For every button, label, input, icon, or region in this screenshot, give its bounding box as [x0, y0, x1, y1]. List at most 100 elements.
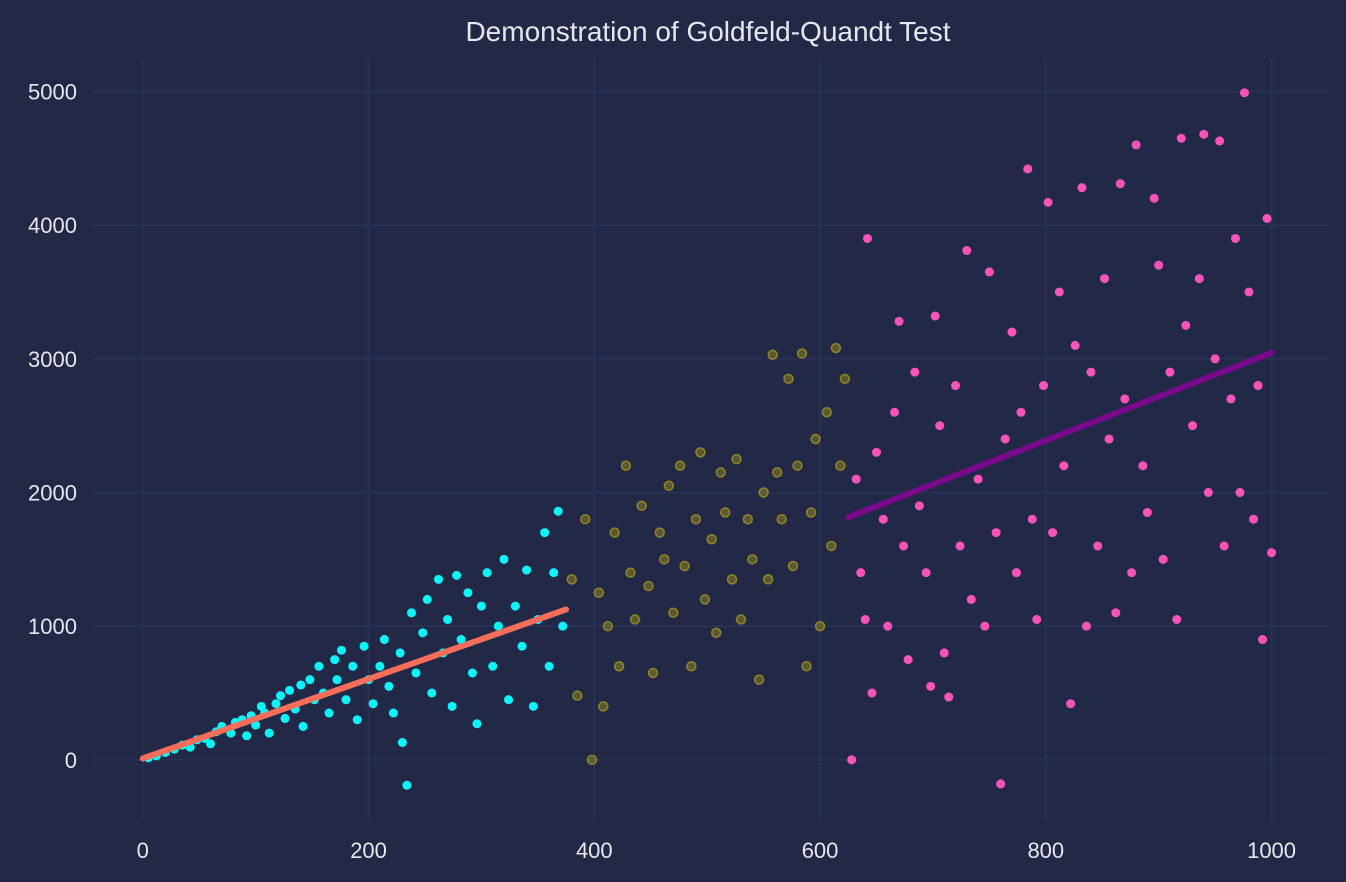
data-point-high	[1138, 461, 1148, 471]
data-point-high	[860, 614, 870, 624]
data-point-middle	[659, 554, 670, 565]
data-point-low	[375, 661, 385, 671]
data-point-middle	[613, 661, 625, 672]
chart-title: Demonstration of Goldfeld-Quandt Test	[465, 16, 950, 47]
data-point-high	[1199, 129, 1209, 139]
data-point-low	[305, 675, 315, 685]
data-point-middle	[643, 580, 654, 592]
data-point-middle	[747, 554, 758, 565]
data-point-high	[847, 755, 857, 765]
data-point-low	[332, 675, 342, 685]
data-point-high	[1093, 541, 1103, 551]
data-point-high	[1131, 140, 1141, 150]
data-point-high	[1127, 568, 1137, 578]
data-point-high	[894, 316, 904, 326]
data-point-high	[1043, 197, 1053, 207]
series-high	[847, 88, 1277, 789]
data-point-high	[862, 233, 872, 243]
data-point-low	[463, 588, 473, 598]
data-point-high	[1165, 367, 1175, 377]
data-point-high	[1000, 434, 1010, 444]
series-low	[143, 506, 568, 790]
data-point-high	[867, 688, 877, 698]
series-middle	[566, 342, 851, 766]
data-point-high	[966, 594, 976, 604]
data-point-high	[1032, 614, 1042, 624]
data-point-low	[549, 568, 559, 578]
data-point-middle	[654, 527, 666, 538]
data-point-low	[476, 601, 486, 611]
data-point-middle	[762, 574, 774, 585]
data-point-high	[890, 407, 900, 417]
data-point-low	[388, 708, 398, 718]
data-point-high	[1219, 541, 1229, 551]
fit-lines	[139, 349, 1275, 762]
data-point-high	[1054, 287, 1064, 297]
data-point-high	[1149, 193, 1159, 203]
data-point-middle	[710, 627, 722, 639]
data-point-high	[1262, 213, 1272, 223]
data-point-low	[528, 701, 538, 711]
data-point-low	[427, 688, 437, 698]
x-tick-label: 200	[350, 838, 387, 863]
data-point-low	[499, 554, 509, 564]
data-point-middle	[731, 453, 742, 465]
data-point-high	[1011, 568, 1021, 578]
data-point-low	[314, 661, 324, 671]
data-point-high	[1230, 233, 1240, 243]
data-point-high	[951, 381, 961, 391]
data-point-low	[264, 728, 274, 738]
data-point-low	[504, 695, 514, 705]
data-point-high	[1048, 528, 1058, 538]
data-point-high	[1188, 421, 1198, 431]
data-point-low	[276, 691, 286, 701]
data-point-high	[1077, 183, 1087, 193]
data-point-low	[206, 739, 216, 749]
data-point-high	[1066, 699, 1076, 709]
data-point-high	[1016, 407, 1026, 417]
data-point-high	[1086, 367, 1096, 377]
axis-tick-labels: 0 200 400 600 800 1000 0 1000 2000 3000 4000 5000	[28, 79, 1296, 863]
data-point-high	[1023, 164, 1033, 174]
data-point-middle	[586, 754, 598, 766]
data-point-middle	[814, 620, 826, 632]
x-tick-label: 600	[802, 838, 839, 863]
data-point-low	[411, 668, 421, 678]
data-point-middle	[647, 667, 659, 679]
data-point-high	[1120, 394, 1130, 404]
data-point-low	[510, 601, 520, 611]
data-point-high	[1007, 327, 1017, 337]
data-point-middle	[735, 614, 747, 625]
data-point-high	[1267, 548, 1277, 558]
data-point-middle	[580, 513, 591, 525]
data-points	[143, 88, 1277, 790]
data-point-low	[298, 721, 308, 731]
data-point-high	[1226, 394, 1236, 404]
data-point-low	[379, 635, 389, 645]
data-point-high	[962, 246, 972, 256]
data-point-high	[899, 541, 909, 551]
data-point-low	[418, 628, 428, 638]
data-point-middle	[699, 594, 711, 605]
data-point-low	[296, 680, 306, 690]
data-point-middle	[620, 460, 632, 471]
data-point-middle	[598, 701, 609, 712]
data-point-low	[522, 565, 532, 575]
data-point-middle	[810, 433, 821, 445]
y-tick-label: 2000	[28, 480, 77, 505]
data-point-high	[991, 528, 1001, 538]
data-point-middle	[609, 527, 620, 538]
data-point-middle	[792, 460, 803, 471]
data-point-middle	[821, 407, 833, 418]
data-point-low	[251, 720, 261, 730]
data-point-high	[856, 568, 866, 578]
data-point-high	[939, 648, 949, 658]
data-point-middle	[787, 560, 799, 572]
data-point-low	[341, 695, 351, 705]
data-point-high	[1154, 260, 1164, 270]
data-point-high	[1258, 635, 1268, 645]
data-point-high	[921, 568, 931, 578]
data-point-low	[517, 641, 527, 651]
data-point-middle	[715, 467, 726, 478]
data-point-low	[359, 641, 369, 651]
